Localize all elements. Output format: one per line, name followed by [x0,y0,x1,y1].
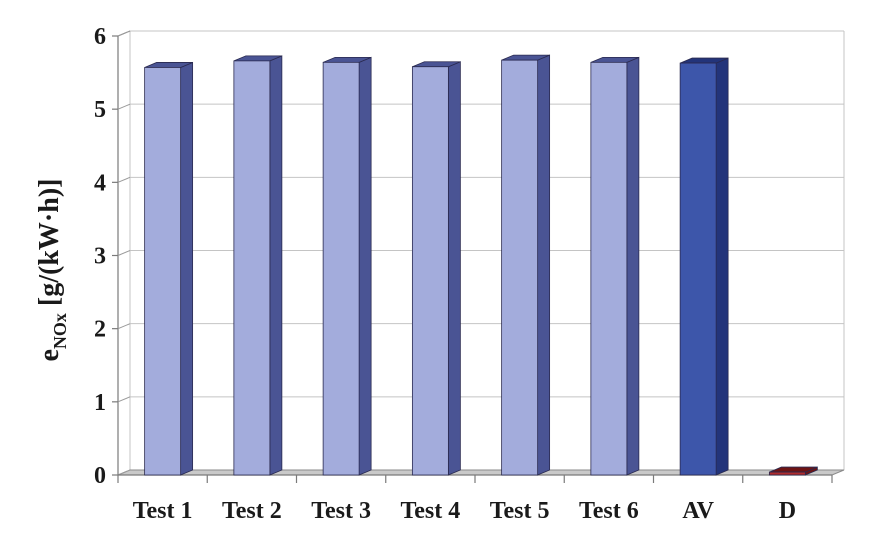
y-tick-label: 6 [94,24,106,50]
chart-floor [117,469,845,476]
bar-front [501,59,539,476]
bar-test-3 [322,56,372,476]
y-tick-depth [117,103,131,110]
bar-front [679,62,717,476]
bar-side [626,56,640,476]
bar-side [715,57,729,476]
x-tick-label: Test 6 [579,498,639,524]
x-tick-label: AV [682,498,714,524]
y-tick-depth [117,323,131,330]
bar-side [447,61,461,476]
bar-front [233,60,271,476]
y-tick-label: 0 [94,463,106,489]
bar-front [144,67,182,476]
bar-side [180,61,194,476]
x-tick-label: Test 4 [400,498,460,524]
bar-test-1 [144,61,194,476]
x-tick-label: Test 2 [222,498,282,524]
y-tick-depth [117,250,131,256]
bar-front [322,61,360,476]
y-tick-depth [117,176,131,183]
bar-front [590,61,628,476]
y-axis-title: eNOx [g/(kW·h)] [34,179,70,362]
bar-front [768,471,806,476]
x-tick-label: Test 3 [311,498,371,524]
bar-d [768,466,818,476]
bar-av [679,57,729,476]
bar-side [269,55,283,476]
y-tick-label: 3 [94,244,106,270]
y-axis-title-main: e [34,349,65,361]
y-tick-depth [117,30,131,37]
y-tick-depth [117,469,131,476]
x-tick-label: Test 1 [133,498,193,524]
bar-front [411,66,449,476]
y-tick-label: 4 [94,170,106,196]
bar-test-4 [411,61,461,476]
bar-side [537,54,551,476]
bar-layer [144,54,818,476]
y-tick-label: 2 [94,317,106,343]
bar-side [358,56,372,476]
y-axis-title-unit: [g/(kW·h)] [34,179,65,314]
y-axis-title-sub: NOx [50,313,70,349]
x-tick-label: Test 5 [490,498,550,524]
bar-test-6 [590,56,640,476]
bar-test-5 [501,54,551,476]
bar-test-2 [233,55,283,476]
x-tick-label: D [779,498,796,524]
y-tick-label: 1 [94,390,106,416]
y-tick-depth [117,396,131,403]
y-tick-label: 5 [94,97,106,123]
